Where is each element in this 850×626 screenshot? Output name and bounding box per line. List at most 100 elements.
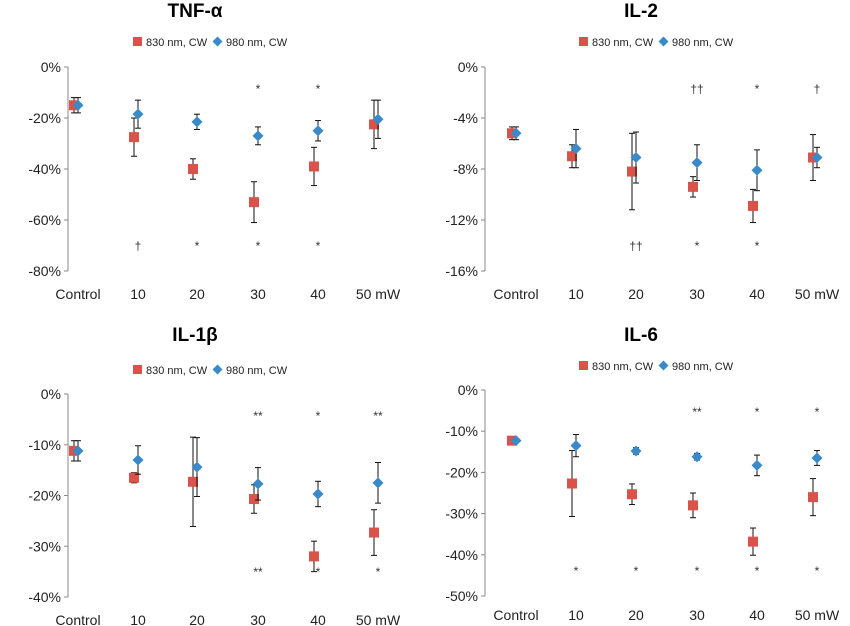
- series-830nm: [507, 126, 818, 224]
- x-tick-label: 30: [689, 607, 705, 623]
- data-point: [688, 500, 698, 511]
- data-point: [309, 551, 319, 562]
- data-point: [129, 132, 139, 143]
- chart-3: IL-1β 830 nm, CW 980 nm, CW 0% -10% -20% -30% -…: [28, 325, 401, 626]
- legend-marker-diamond: [212, 364, 223, 375]
- legend-label: 980 nm, CW: [672, 361, 734, 373]
- data-point: [191, 116, 203, 128]
- y-tick-label: -20%: [28, 488, 61, 504]
- y-tick-label: -8%: [453, 161, 478, 177]
- significance-bottom: *: [755, 239, 760, 253]
- x-tick-label: Control: [55, 286, 100, 302]
- x-tick-label: 20: [189, 612, 205, 626]
- significance-bottom: *: [574, 564, 579, 578]
- data-point: [751, 164, 763, 176]
- legend-marker-diamond: [658, 36, 669, 47]
- significance-top: **: [373, 409, 383, 423]
- x-tick-label: Control: [493, 286, 538, 302]
- chart-4: IL-6 830 nm, CW 980 nm, CW 0% -10% -20% -30% -4…: [445, 325, 840, 623]
- series-980nm: [72, 437, 384, 508]
- data-point: [751, 459, 763, 471]
- significance-bottom: *: [316, 565, 321, 579]
- data-point: [369, 119, 379, 130]
- y-tick-label: 0%: [41, 59, 61, 75]
- y-tick-label: -20%: [28, 110, 61, 126]
- data-point: [510, 435, 522, 447]
- x-tick-label: 20: [189, 286, 205, 302]
- data-point: [369, 527, 379, 538]
- y-tick-label: -40%: [445, 547, 478, 563]
- y-tick-label: -80%: [28, 263, 61, 279]
- chart-title: IL-1β: [172, 325, 217, 346]
- x-tick-label: 40: [310, 286, 326, 302]
- data-point: [691, 451, 703, 463]
- y-tick-label: -10%: [445, 423, 478, 439]
- chart-title: TNF-α: [168, 1, 223, 22]
- x-tick-label: Control: [493, 607, 538, 623]
- legend-item: 830 nm, CW: [579, 37, 654, 49]
- significance-top: *: [755, 405, 760, 419]
- significance-top: **: [253, 409, 263, 423]
- y-tick-label: -40%: [28, 161, 61, 177]
- significance-top: *: [316, 82, 321, 96]
- data-point: [249, 494, 259, 505]
- x-tick-label: 40: [749, 286, 765, 302]
- legend: 830 nm, CW 980 nm, CW: [133, 36, 288, 49]
- legend-item: 830 nm, CW: [133, 37, 208, 49]
- y-tick-label: 0%: [41, 386, 61, 402]
- y-tick-label: -30%: [28, 538, 61, 554]
- legend-label: 830 nm, CW: [592, 37, 654, 49]
- significance-top: *: [316, 409, 321, 423]
- x-tick-label: 20: [628, 286, 644, 302]
- x-tick-label: 50 mW: [795, 286, 840, 302]
- x-tick-label: 10: [130, 612, 146, 626]
- y-tick-label: -40%: [28, 589, 61, 605]
- data-point: [72, 99, 84, 111]
- data-point: [132, 454, 144, 466]
- data-point: [188, 476, 198, 487]
- data-point: [570, 440, 582, 452]
- x-tick-label: 10: [568, 286, 584, 302]
- legend-label: 830 nm, CW: [146, 365, 208, 377]
- data-point: [691, 157, 703, 169]
- legend: 830 nm, CW 980 nm, CW: [579, 36, 734, 49]
- legend-item: 980 nm, CW: [212, 36, 288, 49]
- significance-bottom: *: [695, 239, 700, 253]
- x-tick-label: 30: [689, 286, 705, 302]
- significance-bottom: *: [815, 564, 820, 578]
- series-830nm: [507, 435, 818, 556]
- data-point: [811, 452, 823, 464]
- y-tick-label: -12%: [445, 212, 478, 228]
- data-point: [748, 200, 758, 211]
- y-tick-label: -30%: [445, 506, 478, 522]
- data-point: [252, 478, 264, 490]
- data-point: [688, 181, 698, 192]
- significance-bottom: *: [695, 564, 700, 578]
- data-point: [630, 445, 642, 457]
- x-tick-label: 50 mW: [795, 607, 840, 623]
- legend: 830 nm, CW 980 nm, CW: [133, 364, 288, 377]
- x-tick-label: 30: [250, 612, 266, 626]
- x-tick-label: 30: [250, 286, 266, 302]
- legend-label: 980 nm, CW: [226, 365, 288, 377]
- significance-bottom: ††: [629, 239, 642, 253]
- series-980nm: [72, 97, 384, 146]
- data-point: [811, 152, 823, 164]
- data-point: [72, 445, 84, 457]
- data-point: [372, 477, 384, 489]
- y-tick-label: -10%: [28, 437, 61, 453]
- legend-marker-square: [133, 365, 142, 374]
- data-point: [191, 461, 203, 473]
- y-tick-label: -16%: [445, 263, 478, 279]
- data-point: [252, 130, 264, 142]
- data-point: [312, 488, 324, 500]
- y-tick-label: -4%: [453, 110, 478, 126]
- y-tick-label: 0%: [458, 59, 478, 75]
- x-tick-label: 40: [749, 607, 765, 623]
- chart-2: IL-2 830 nm, CW 980 nm, CW 0% -4% -8% -12% -16%…: [445, 1, 840, 302]
- x-tick-label: 50 mW: [356, 612, 401, 626]
- significance-bottom: *: [755, 564, 760, 578]
- y-tick-label: -60%: [28, 212, 61, 228]
- significance-top: ††: [690, 82, 703, 96]
